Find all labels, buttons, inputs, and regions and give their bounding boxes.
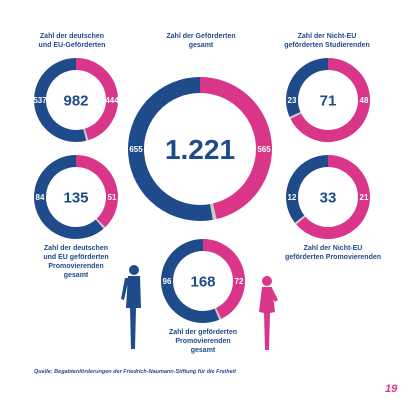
chart-title: Zahl der Nicht-EU geförderten Promovieren… — [285, 245, 381, 261]
blue-value-label: 12 — [288, 193, 297, 202]
blue-segment — [286, 58, 329, 117]
chart-title: Zahl der geförderten Promovierenden gesamt — [169, 329, 237, 354]
blue-value-label: 655 — [129, 145, 143, 154]
man-figure-icon — [121, 265, 141, 349]
chart-title: Zahl der Nicht-EU geförderten Studierende… — [284, 33, 370, 49]
donut-charts: 982 537 444 Zahl der deutschen und EU-Geförd… — [33, 33, 381, 354]
blue-segment — [34, 58, 87, 142]
chart-title: Zahl der deutschen und EU-Geförderten — [39, 33, 106, 49]
blue-value-label: 23 — [288, 96, 297, 105]
pink-value-label: 21 — [360, 193, 369, 202]
gap-segment — [214, 308, 222, 320]
page-number: 19 — [385, 383, 398, 395]
pink-value-label: 444 — [105, 96, 119, 105]
total-label: 71 — [320, 92, 337, 109]
pink-segment — [75, 155, 118, 228]
woman-figure-icon — [259, 276, 278, 350]
blue-value-label: 96 — [163, 277, 172, 286]
gap-segment — [95, 218, 106, 229]
pink-segment — [199, 77, 272, 220]
gap-segment — [294, 215, 306, 225]
blue-segment — [128, 77, 213, 221]
chart-title: Zahl der Geförderten gesamt — [166, 33, 235, 49]
total-label: 168 — [190, 273, 215, 290]
blue-value-label: 84 — [36, 193, 45, 202]
blue-segment — [161, 239, 220, 323]
donut-chart-1: 982 537 444 Zahl der deutschen und EU-Geförd… — [33, 33, 119, 142]
donut-chart-5: 33 12 21 Zahl der Nicht-EU geförderten Promo… — [285, 155, 381, 261]
pink-value-label: 72 — [235, 277, 244, 286]
donut-chart-3: 71 23 48 Zahl der Nicht-EU geförderten Studi… — [284, 33, 370, 142]
pink-value-label: 565 — [257, 145, 271, 154]
donut-chart-2: 1.221 655 565 Zahl der Geförderten gesamt — [128, 33, 272, 221]
gap-segment — [209, 203, 217, 220]
pink-segment — [202, 239, 245, 319]
blue-value-label: 537 — [33, 96, 47, 105]
total-label: 982 — [63, 92, 88, 109]
total-label: 1.221 — [165, 134, 235, 165]
pink-value-label: 51 — [108, 193, 117, 202]
source-note: Quelle: Begabtenförderungen der Friedric… — [34, 369, 236, 375]
donut-chart-4: 135 84 51 Zahl der deutschen und EU geförder… — [34, 155, 118, 279]
pink-value-label: 48 — [360, 96, 369, 105]
pink-segment — [75, 58, 118, 141]
donut-chart-6: 168 96 72 Zahl der geförderten Promovierende… — [161, 239, 245, 354]
blue-segment — [286, 155, 329, 223]
pink-segment — [290, 58, 370, 142]
pink-segment — [296, 155, 370, 239]
blue-segment — [34, 155, 104, 239]
gap-segment — [83, 128, 89, 141]
total-label: 33 — [320, 189, 337, 206]
gap-segment — [289, 111, 302, 119]
total-label: 135 — [63, 189, 88, 206]
chart-title: Zahl der deutschen und EU geförderten Prom… — [43, 245, 108, 279]
